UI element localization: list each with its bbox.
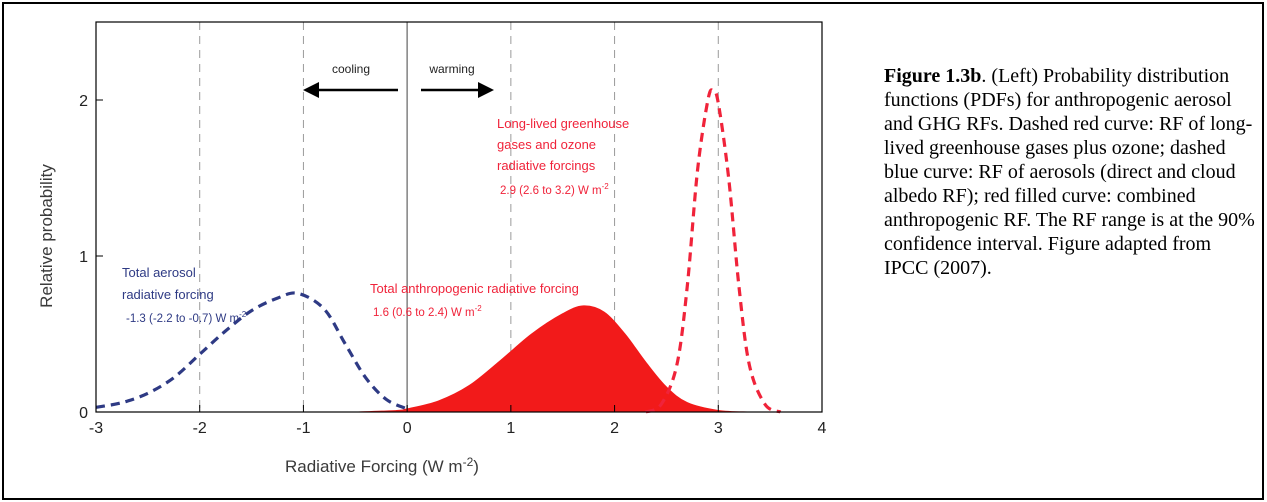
caption-title: Figure 1.3b bbox=[884, 65, 982, 87]
aerosol-range: -1.3 (-2.2 to -0.7) W m-2 bbox=[126, 310, 247, 325]
pdf-chart: -3 -2 -1 0 1 2 3 4 0 1 2 Radiative Forcing (W m-2)… bbox=[37, 21, 827, 476]
x-tick-label: -3 bbox=[89, 420, 103, 437]
warming-label: warming bbox=[428, 62, 474, 76]
aerosol-label-line-1: Total aerosol bbox=[122, 265, 196, 280]
caption-body: . (Left) Probability distribution functi… bbox=[884, 65, 1255, 279]
axis-ticks: -3 -2 -1 0 1 2 3 4 0 1 2 bbox=[79, 93, 826, 437]
x-tick-label: 4 bbox=[818, 420, 827, 437]
aerosol-annotation: Total aerosol radiative forcing -1.3 (-2… bbox=[122, 265, 247, 325]
total-anthropogenic-pdf-area bbox=[355, 305, 750, 413]
series-layer bbox=[95, 88, 782, 414]
cooling-label: cooling bbox=[332, 62, 370, 76]
x-tick-label: -2 bbox=[193, 420, 207, 437]
ghg-annotation: Long-lived greenhouse gases and ozone ra… bbox=[497, 116, 629, 197]
aerosol-pdf-curve bbox=[95, 291, 408, 411]
ghg-label-line-2: gases and ozone bbox=[497, 137, 596, 152]
y-tick-label: 1 bbox=[79, 249, 88, 266]
x-axis-title: Radiative Forcing (W m-2) bbox=[285, 455, 479, 476]
ghg-range: 2.9 (2.6 to 3.2) W m-2 bbox=[500, 182, 609, 197]
grid-lines bbox=[199, 22, 719, 412]
total-label-line-1: Total anthropogenic radiative forcing bbox=[370, 281, 579, 296]
total-annotation: Total anthropogenic radiative forcing 1.… bbox=[370, 281, 579, 319]
plot-area-frame bbox=[95, 21, 823, 413]
y-tick-label: 2 bbox=[79, 93, 88, 110]
x-tick-label: 2 bbox=[610, 420, 619, 437]
y-tick-label: 0 bbox=[79, 405, 88, 422]
aerosol-label-line-2: radiative forcing bbox=[122, 287, 214, 302]
ghg-ozone-pdf-curve bbox=[644, 88, 782, 414]
y-axis-title: Relative probability bbox=[37, 164, 56, 308]
x-tick-label: 1 bbox=[506, 420, 515, 437]
x-tick-label: -1 bbox=[296, 420, 310, 437]
ghg-label-line-3: radiative forcings bbox=[497, 158, 596, 173]
x-tick-label: 0 bbox=[403, 420, 412, 437]
figure-caption: Figure 1.3b. (Left) Probability distribu… bbox=[884, 64, 1256, 280]
warming-arrow-icon bbox=[421, 82, 494, 98]
ghg-label-line-1: Long-lived greenhouse bbox=[497, 116, 629, 131]
x-tick-label: 3 bbox=[714, 420, 723, 437]
cooling-arrow-icon bbox=[303, 82, 398, 98]
total-range: 1.6 (0.6 to 2.4) W m-2 bbox=[373, 304, 482, 319]
